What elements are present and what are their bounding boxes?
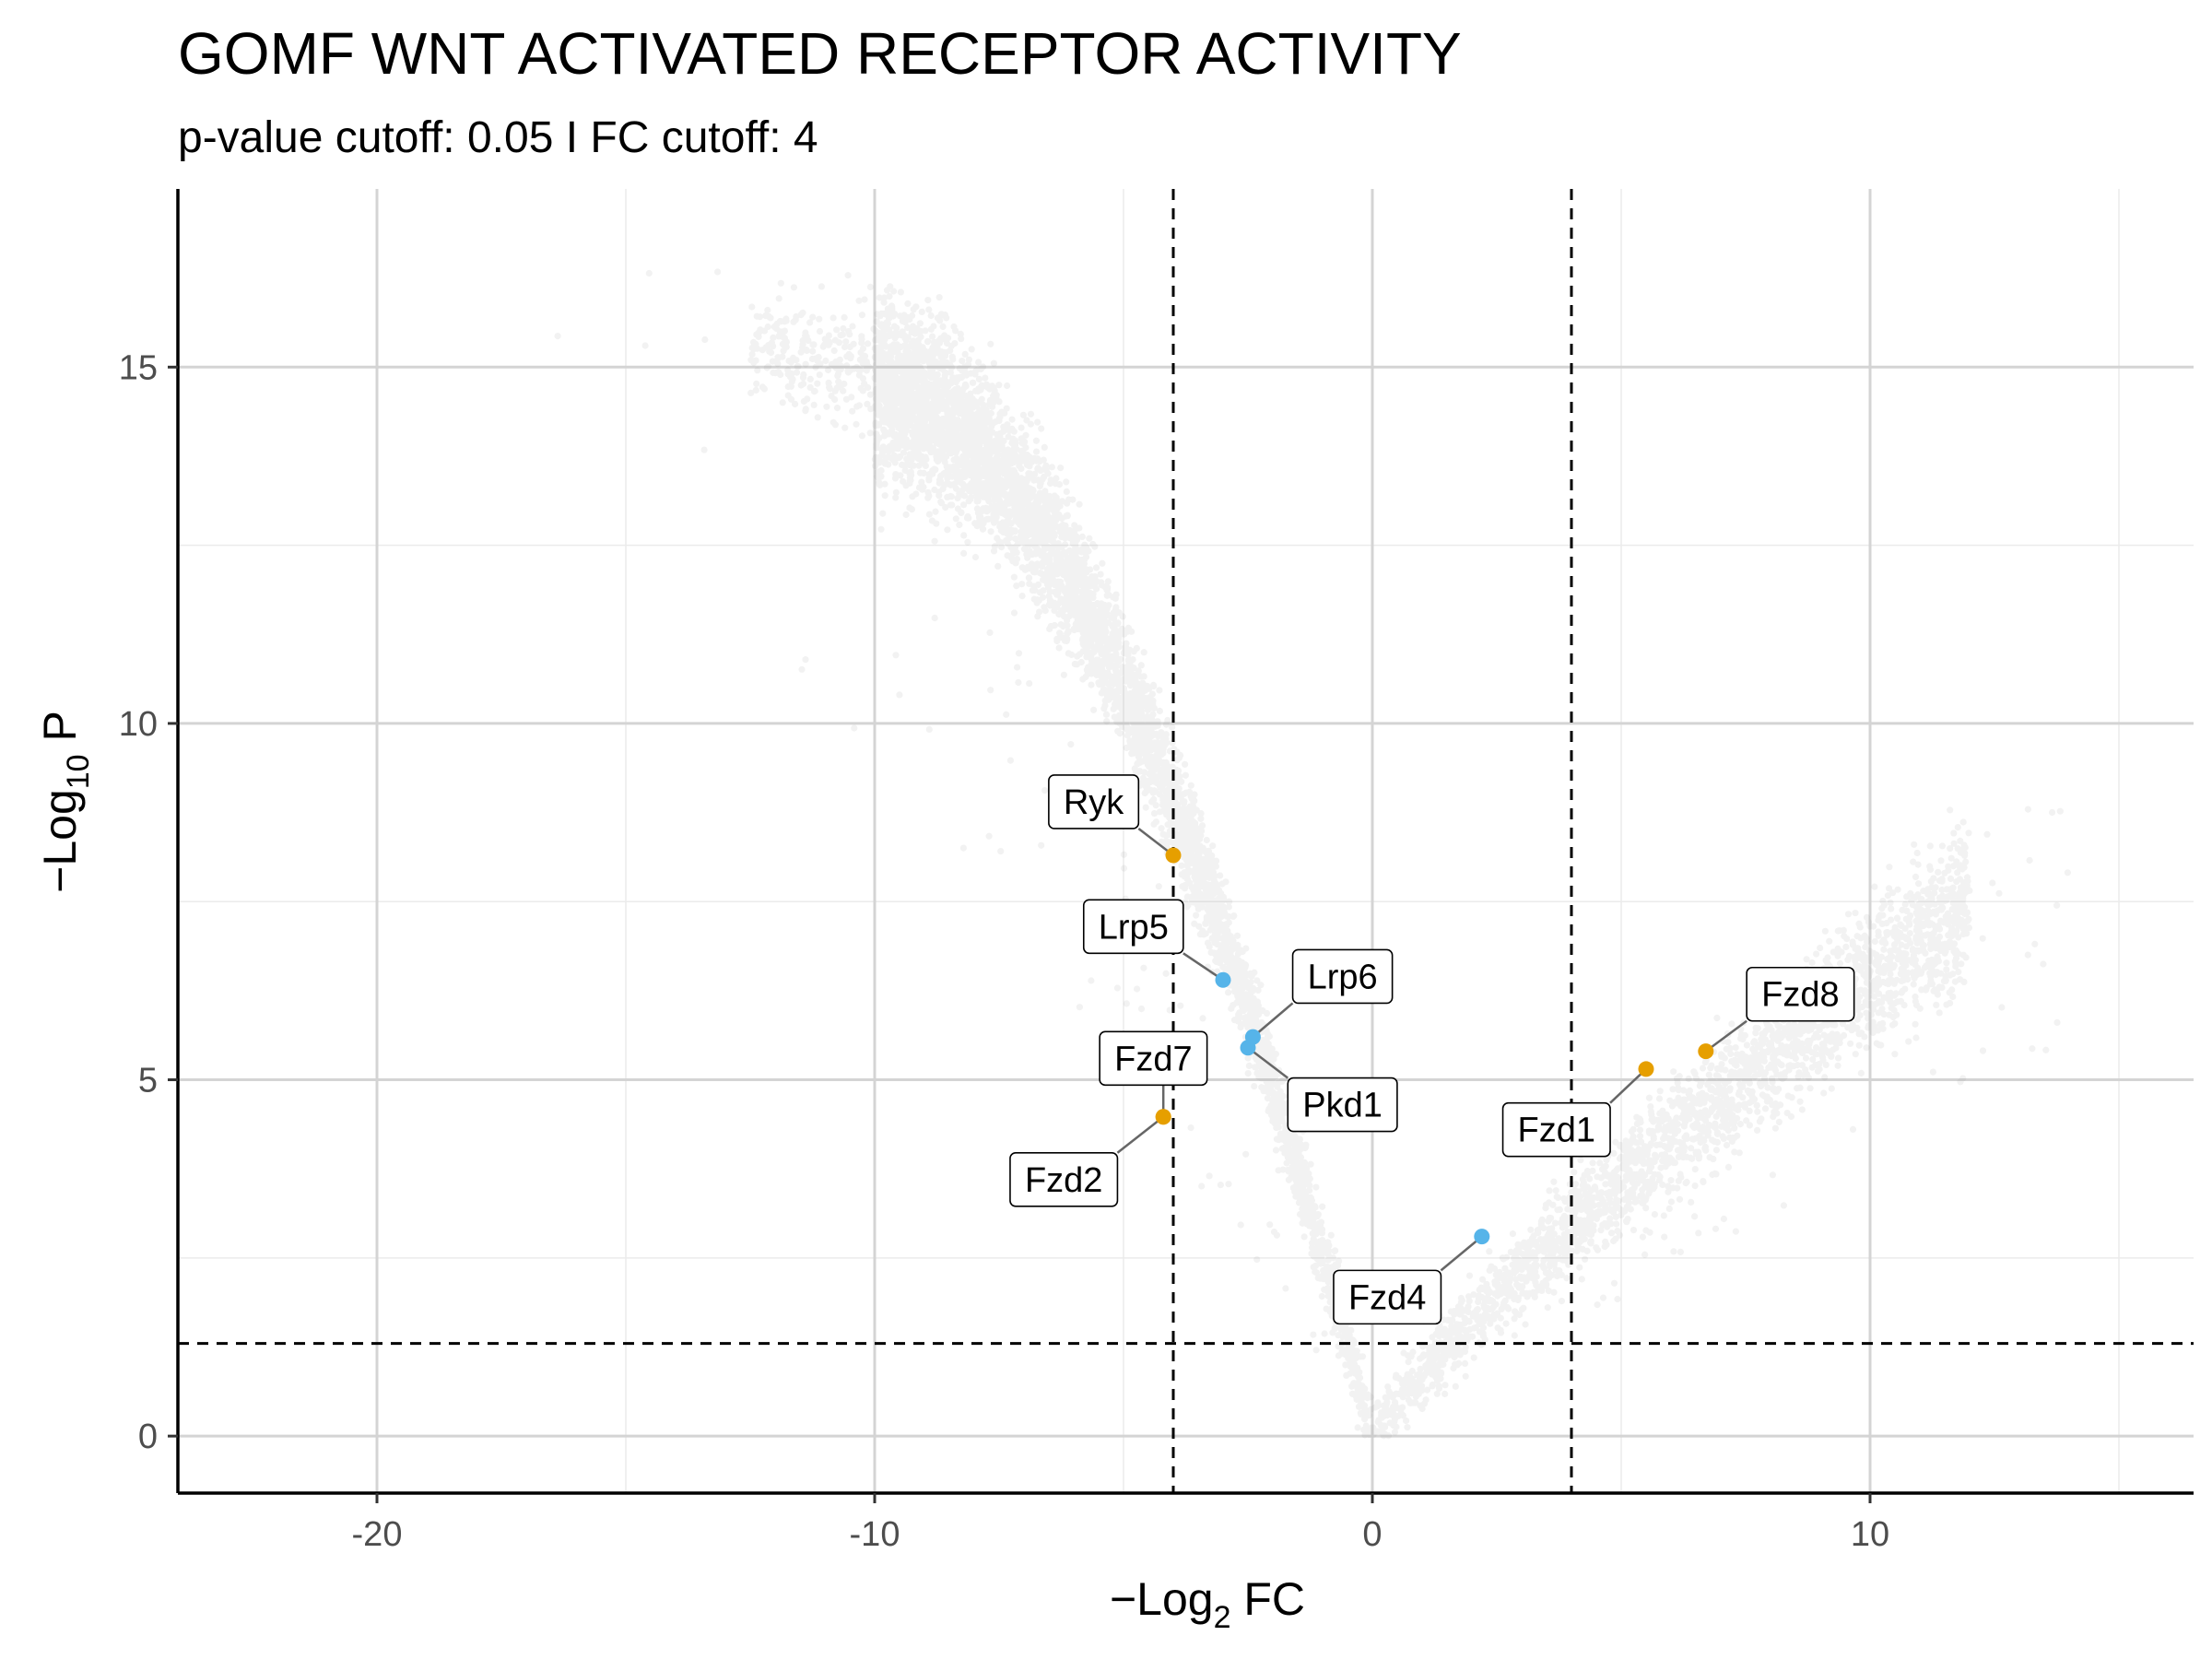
x-axis-title-suffix: FC xyxy=(1231,1573,1306,1625)
y-axis-title-prefix: −Log xyxy=(34,789,86,893)
label-text: Fzd1 xyxy=(1518,1112,1595,1150)
label-lrp6: Lrp6 xyxy=(1291,948,1394,1005)
gene-labels: Ryk Lrp5 Lrp6 Pkd1 Fzd7 Fzd2 Fzd4 Fzd1 Fzd8 xyxy=(1009,774,1855,1325)
connector-lrp5 xyxy=(1182,952,1224,982)
x-tick-label: -20 xyxy=(352,1515,403,1554)
highlight-point-ryk xyxy=(1165,847,1182,864)
y-tick-label: 15 xyxy=(119,348,158,387)
y-tick-label: 0 xyxy=(138,1418,158,1456)
label-box xyxy=(1501,1101,1611,1158)
label-text: Fzd7 xyxy=(1114,1040,1192,1078)
y-tick-labels: 0 5 10 15 xyxy=(119,348,178,1456)
label-text: Ryk xyxy=(1064,783,1124,822)
connector-fzd2 xyxy=(1116,1115,1164,1154)
x-tick-label: 0 xyxy=(1362,1515,1382,1554)
label-text: Lrp6 xyxy=(1308,958,1378,996)
label-text: Pkd1 xyxy=(1302,1087,1382,1125)
label-box xyxy=(1082,899,1184,955)
cutoff-lines xyxy=(178,189,2194,1493)
label-fzd2: Fzd2 xyxy=(1009,1151,1119,1207)
connector-pkd1 xyxy=(1247,1046,1289,1079)
label-box xyxy=(1287,1077,1398,1133)
label-lrp5: Lrp5 xyxy=(1082,899,1184,955)
x-axis-title: −Log2 FC xyxy=(1110,1573,1305,1635)
label-box xyxy=(1099,1030,1208,1087)
y-axis-title: −Log10 P xyxy=(34,711,96,893)
label-box xyxy=(1333,1269,1442,1325)
y-axis-title-subscript: 10 xyxy=(61,754,96,789)
y-axis-title-suffix: P xyxy=(34,711,86,754)
highlight-point-pkd1 xyxy=(1240,1040,1256,1056)
label-text: Lrp5 xyxy=(1099,908,1169,947)
connector-lrp6 xyxy=(1252,1002,1294,1039)
x-tick-label: -10 xyxy=(850,1515,900,1554)
label-text: Fzd8 xyxy=(1761,976,1839,1015)
label-pkd1: Pkd1 xyxy=(1287,1077,1398,1133)
highlight-point-fzd4 xyxy=(1474,1229,1490,1245)
label-ryk: Ryk xyxy=(1048,774,1140,830)
chart-subtitle: p-value cutoff: 0.05 I FC cutoff: 4 xyxy=(178,113,818,162)
highlight-point-fzd2 xyxy=(1155,1109,1171,1125)
highlighted-points xyxy=(1155,847,1714,1245)
label-box xyxy=(1746,966,1855,1022)
x-tick-label: 10 xyxy=(1851,1515,1889,1554)
x-axis-title-subscript: 2 xyxy=(1214,1600,1231,1635)
label-fzd4: Fzd4 xyxy=(1333,1269,1442,1325)
label-fzd8: Fzd8 xyxy=(1746,966,1855,1022)
highlight-point-fzd1 xyxy=(1638,1061,1654,1077)
label-connectors xyxy=(1116,827,1747,1272)
label-text: Fzd2 xyxy=(1025,1161,1102,1200)
connector-fzd4 xyxy=(1440,1235,1483,1272)
label-box xyxy=(1048,774,1140,830)
x-axis-title-prefix: −Log xyxy=(1110,1573,1214,1625)
axes xyxy=(176,189,2194,1495)
label-text: Fzd4 xyxy=(1348,1278,1426,1317)
highlight-point-lrp5 xyxy=(1215,971,1231,988)
y-tick-label: 10 xyxy=(119,705,158,744)
y-tick-label: 5 xyxy=(138,1062,158,1100)
connector-fzd1 xyxy=(1609,1068,1647,1104)
connector-fzd8 xyxy=(1705,1019,1747,1053)
highlight-point-fzd8 xyxy=(1698,1043,1714,1060)
x-tick-labels: -20 -10 0 10 xyxy=(352,1493,1889,1554)
chart-title: GOMF WNT ACTIVATED RECEPTOR ACTIVITY xyxy=(178,20,1462,87)
background-point-cloud xyxy=(554,268,2071,1440)
label-fzd7: Fzd7 xyxy=(1099,1030,1208,1087)
label-box xyxy=(1009,1151,1119,1207)
label-box xyxy=(1291,948,1394,1005)
label-fzd1: Fzd1 xyxy=(1501,1101,1611,1158)
background-points xyxy=(554,268,2071,1440)
